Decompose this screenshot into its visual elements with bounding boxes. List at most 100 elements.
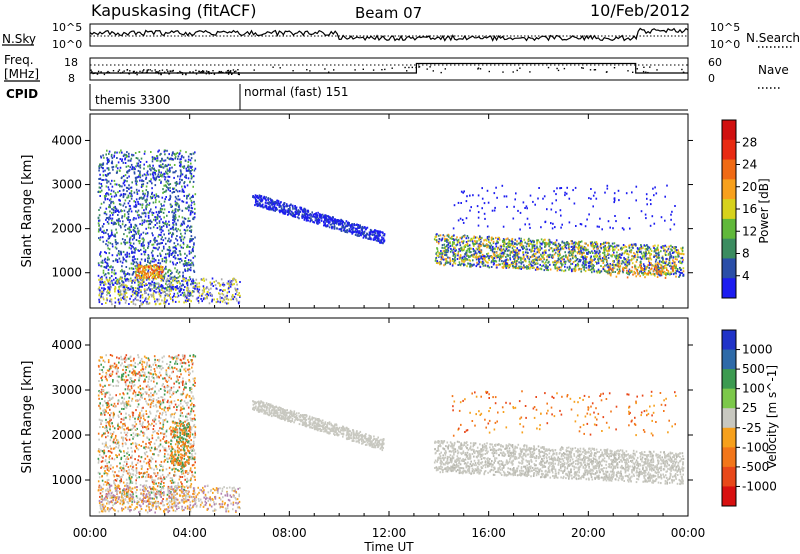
echo-point bbox=[176, 201, 178, 204]
echo-point bbox=[101, 259, 104, 262]
echo-point bbox=[194, 167, 197, 170]
freq-dot bbox=[163, 71, 166, 73]
echo-point bbox=[176, 182, 179, 185]
echo-point bbox=[116, 167, 119, 170]
echo-point bbox=[137, 162, 140, 165]
freq-dot bbox=[151, 70, 153, 72]
echo-point bbox=[133, 279, 135, 282]
echo-point bbox=[508, 241, 510, 243]
echo-point bbox=[135, 165, 137, 168]
echo-point bbox=[254, 194, 257, 197]
echo-point bbox=[143, 244, 145, 247]
echo-point bbox=[633, 252, 635, 255]
echo-point bbox=[104, 282, 106, 284]
echo-point bbox=[147, 242, 150, 245]
echo-point bbox=[545, 242, 548, 244]
echo-point bbox=[135, 292, 138, 294]
echo-point bbox=[130, 225, 132, 228]
echo-point bbox=[572, 248, 574, 251]
echo-point bbox=[506, 258, 508, 261]
echo-point bbox=[106, 198, 109, 201]
echo-point bbox=[143, 276, 145, 279]
echo-point bbox=[164, 159, 167, 162]
echo-point bbox=[261, 199, 264, 202]
echo-point bbox=[166, 248, 169, 251]
echo-point bbox=[348, 228, 351, 231]
echo-point bbox=[524, 251, 527, 254]
echo-point bbox=[100, 163, 102, 166]
echo-point bbox=[183, 165, 186, 168]
echo-point bbox=[497, 238, 499, 241]
echo-point bbox=[503, 241, 506, 244]
echo-point bbox=[113, 235, 115, 238]
echo-point bbox=[505, 238, 507, 241]
echo-point bbox=[131, 168, 133, 171]
freq-dot bbox=[512, 71, 514, 73]
echo-point bbox=[111, 268, 113, 271]
echo-point bbox=[272, 202, 275, 205]
echo-point bbox=[132, 256, 134, 259]
echo-point bbox=[556, 248, 558, 251]
echo-point bbox=[495, 236, 497, 239]
echo-point bbox=[160, 164, 162, 167]
echo-point bbox=[174, 213, 177, 216]
echo-point bbox=[226, 302, 228, 305]
echo-point bbox=[307, 219, 310, 222]
echo-point bbox=[140, 243, 143, 245]
echo-point bbox=[188, 252, 191, 255]
echo-point bbox=[355, 231, 357, 234]
echo-point bbox=[147, 293, 150, 296]
echo-point bbox=[193, 269, 195, 272]
freq-dot bbox=[384, 68, 386, 71]
echo-point bbox=[127, 227, 129, 230]
echo-point bbox=[178, 290, 181, 293]
echo-point bbox=[131, 267, 134, 270]
echo-point bbox=[315, 219, 318, 222]
echo-point bbox=[122, 175, 125, 178]
echo-point bbox=[644, 248, 647, 250]
echo-point bbox=[564, 246, 567, 248]
echo-point bbox=[122, 161, 125, 164]
echo-point bbox=[157, 248, 159, 251]
echo-point bbox=[575, 259, 578, 262]
noise-panel-frame bbox=[89, 23, 689, 47]
echo-point bbox=[136, 287, 139, 290]
echo-point bbox=[182, 241, 185, 244]
echo-point bbox=[122, 189, 125, 192]
echo-point bbox=[266, 207, 268, 210]
echo-point bbox=[138, 287, 140, 290]
echo-point bbox=[316, 221, 318, 224]
echo-point bbox=[158, 287, 160, 290]
echo-point bbox=[183, 182, 185, 185]
echo-point bbox=[376, 234, 379, 237]
echo-point bbox=[135, 182, 137, 185]
echo-point bbox=[369, 235, 371, 238]
echo-point bbox=[179, 236, 181, 239]
echo-point bbox=[526, 248, 529, 251]
echo-point bbox=[118, 288, 120, 291]
echo-point bbox=[153, 264, 155, 267]
echo-point bbox=[183, 277, 186, 280]
echo-point bbox=[495, 245, 498, 248]
echo-point bbox=[187, 194, 189, 197]
echo-point bbox=[679, 261, 681, 264]
echo-point bbox=[516, 248, 519, 251]
echo-point bbox=[628, 259, 630, 262]
echo-point bbox=[139, 172, 141, 175]
echo-point bbox=[141, 197, 143, 200]
echo-point bbox=[141, 272, 143, 275]
echo-point bbox=[445, 239, 448, 242]
echo-point bbox=[338, 223, 340, 225]
echo-point bbox=[452, 253, 455, 256]
echo-point bbox=[191, 176, 193, 179]
echo-point bbox=[144, 288, 146, 291]
echo-point bbox=[310, 219, 312, 222]
echo-point bbox=[182, 275, 184, 278]
echo-point bbox=[668, 245, 671, 248]
echo-point bbox=[619, 253, 621, 256]
freq-dot bbox=[192, 71, 194, 73]
echo-point bbox=[183, 228, 186, 231]
echo-point bbox=[208, 302, 211, 305]
echo-point bbox=[468, 249, 471, 252]
echo-point bbox=[605, 255, 607, 258]
